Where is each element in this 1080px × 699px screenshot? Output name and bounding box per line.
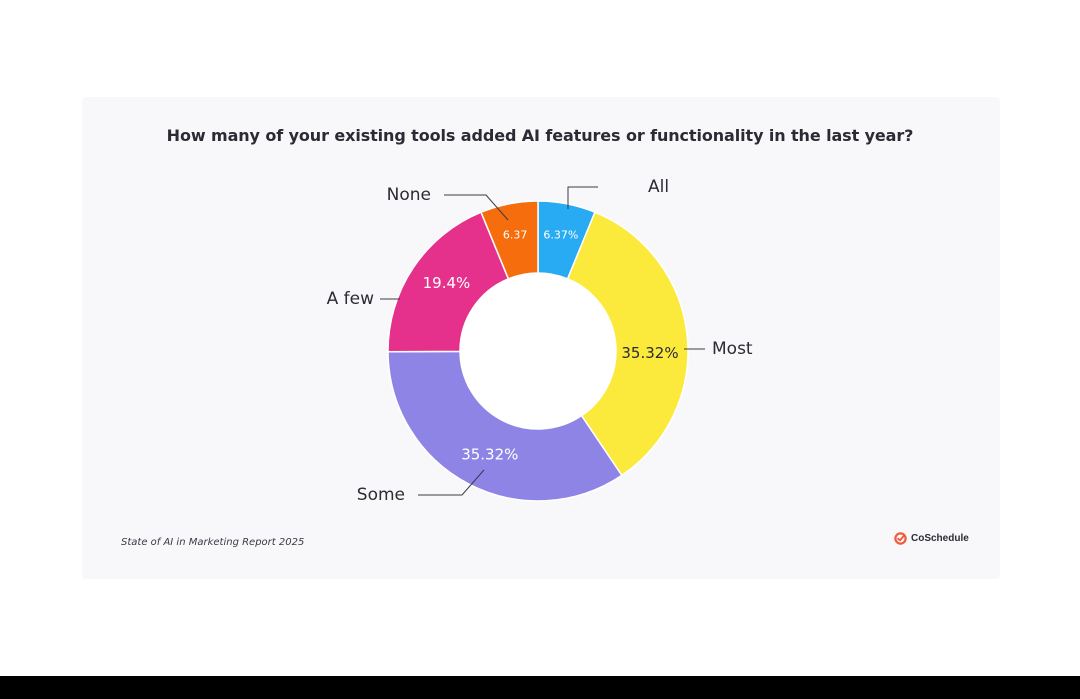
- coschedule-logo-icon: [894, 532, 907, 545]
- value-label-all: 6.37%: [543, 229, 578, 242]
- category-label-none: None: [387, 185, 431, 205]
- leader-line-none: [444, 194, 509, 221]
- category-label-some: Some: [357, 485, 405, 505]
- category-label-most: Most: [712, 339, 753, 359]
- source-note: State of AI in Marketing Report 2025: [121, 537, 305, 548]
- chart-title: How many of your existing tools added AI…: [166, 126, 914, 145]
- leader-line-all: [567, 186, 598, 209]
- category-label-a-few: A few: [327, 289, 374, 309]
- value-label-none: 6.37: [503, 229, 528, 242]
- bottom-bar: [0, 676, 1080, 699]
- value-label-most: 35.32%: [621, 344, 678, 362]
- brand-logo: CoSchedule: [894, 532, 969, 545]
- value-label-a-few: 19.4%: [423, 274, 471, 292]
- leader-line-some: [418, 469, 485, 496]
- category-label-all: All: [648, 177, 669, 197]
- brand-name: CoSchedule: [911, 533, 969, 544]
- donut-hole: [460, 273, 616, 429]
- value-label-some: 35.32%: [461, 445, 518, 463]
